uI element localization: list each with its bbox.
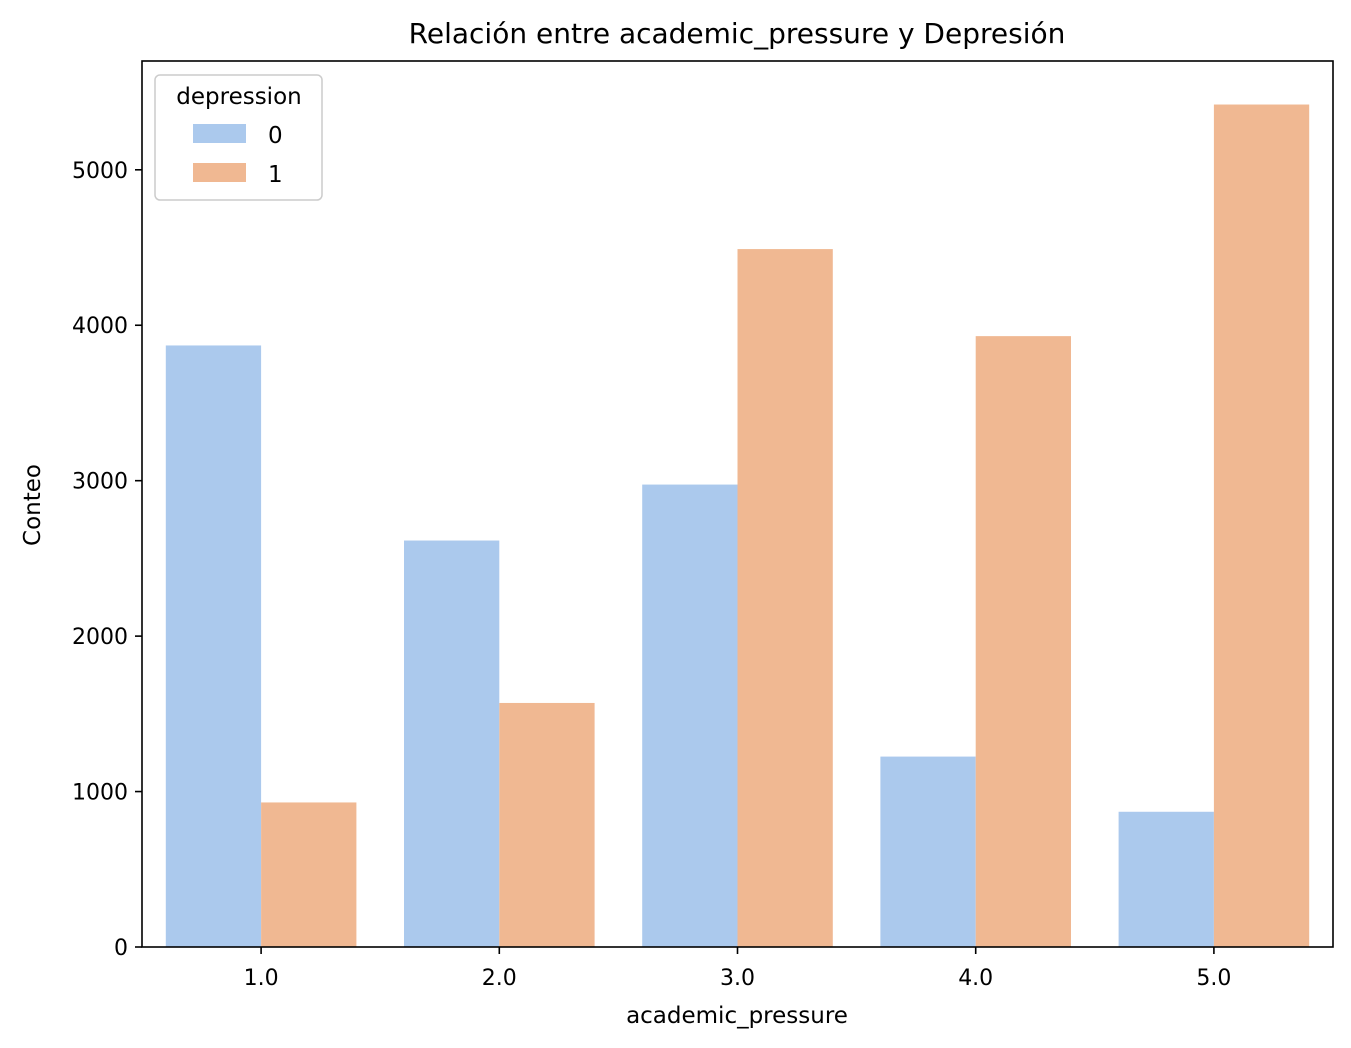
x-axis-label: academic_pressure — [626, 1003, 848, 1029]
chart-title: Relación entre academic_pressure y Depre… — [409, 17, 1066, 50]
bar-1-5.0 — [1213, 104, 1310, 947]
bar-1-4.0 — [975, 336, 1071, 947]
y-tick-label: 0 — [114, 936, 128, 961]
legend: depression 0 1 — [154, 74, 323, 201]
y-tick-label: 5000 — [72, 159, 128, 184]
y-tick-label: 3000 — [72, 470, 128, 495]
y-tick-label: 1000 — [72, 781, 128, 806]
y-tick-label: 4000 — [72, 314, 128, 339]
legend-swatch-1 — [193, 163, 246, 182]
legend-swatch-0 — [193, 124, 246, 143]
bar-0-2.0 — [404, 540, 500, 947]
bar-0-1.0 — [165, 345, 262, 947]
legend-label-0: 0 — [268, 123, 283, 149]
x-tick-label: 4.0 — [958, 966, 993, 991]
y-tick-label: 2000 — [72, 625, 128, 650]
bar-0-3.0 — [642, 484, 738, 947]
y-axis-label: Conteo — [20, 464, 46, 546]
x-axis: 1.0 2.0 3.0 4.0 5.0 — [244, 947, 1231, 991]
bar-0-5.0 — [1118, 811, 1214, 947]
legend-title: depression — [176, 84, 301, 110]
bar-0-4.0 — [880, 756, 976, 947]
x-tick-label: 3.0 — [720, 966, 755, 991]
bar-1-3.0 — [737, 249, 833, 948]
x-tick-label: 2.0 — [482, 966, 517, 991]
bar-1-2.0 — [499, 702, 595, 947]
x-tick-label: 1.0 — [244, 966, 279, 991]
x-tick-label: 5.0 — [1196, 966, 1231, 991]
legend-label-1: 1 — [268, 162, 283, 188]
bars-group — [165, 104, 1310, 948]
bar-1-1.0 — [261, 802, 357, 947]
y-axis: 0 1000 2000 3000 4000 5000 — [72, 159, 142, 961]
